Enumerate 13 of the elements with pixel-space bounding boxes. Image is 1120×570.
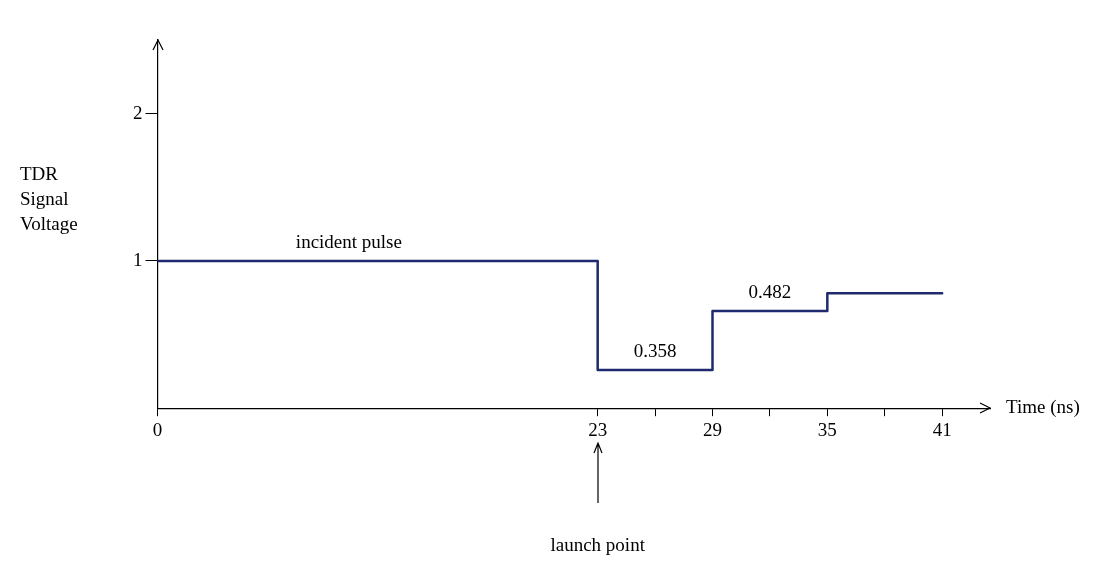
x-tick-label: 23 (588, 418, 608, 440)
annotation: 0.358 (633, 340, 677, 362)
x-tick-label: 0 (152, 418, 163, 440)
annotation: 0.482 (748, 281, 792, 303)
annotation: incident pulse (295, 231, 402, 253)
x-tick-label: 29 (703, 418, 722, 440)
x-tick-label: 35 (817, 418, 837, 440)
y-axis-title: TDR Signal Voltage (20, 163, 78, 234)
x-tick-label: 41 (932, 418, 952, 440)
text: launch point (550, 533, 646, 555)
y-tick-label: 1 (133, 248, 143, 270)
y-tick-label: 2 (133, 101, 143, 123)
x-axis-title: Time (ns) (1006, 396, 1080, 419)
